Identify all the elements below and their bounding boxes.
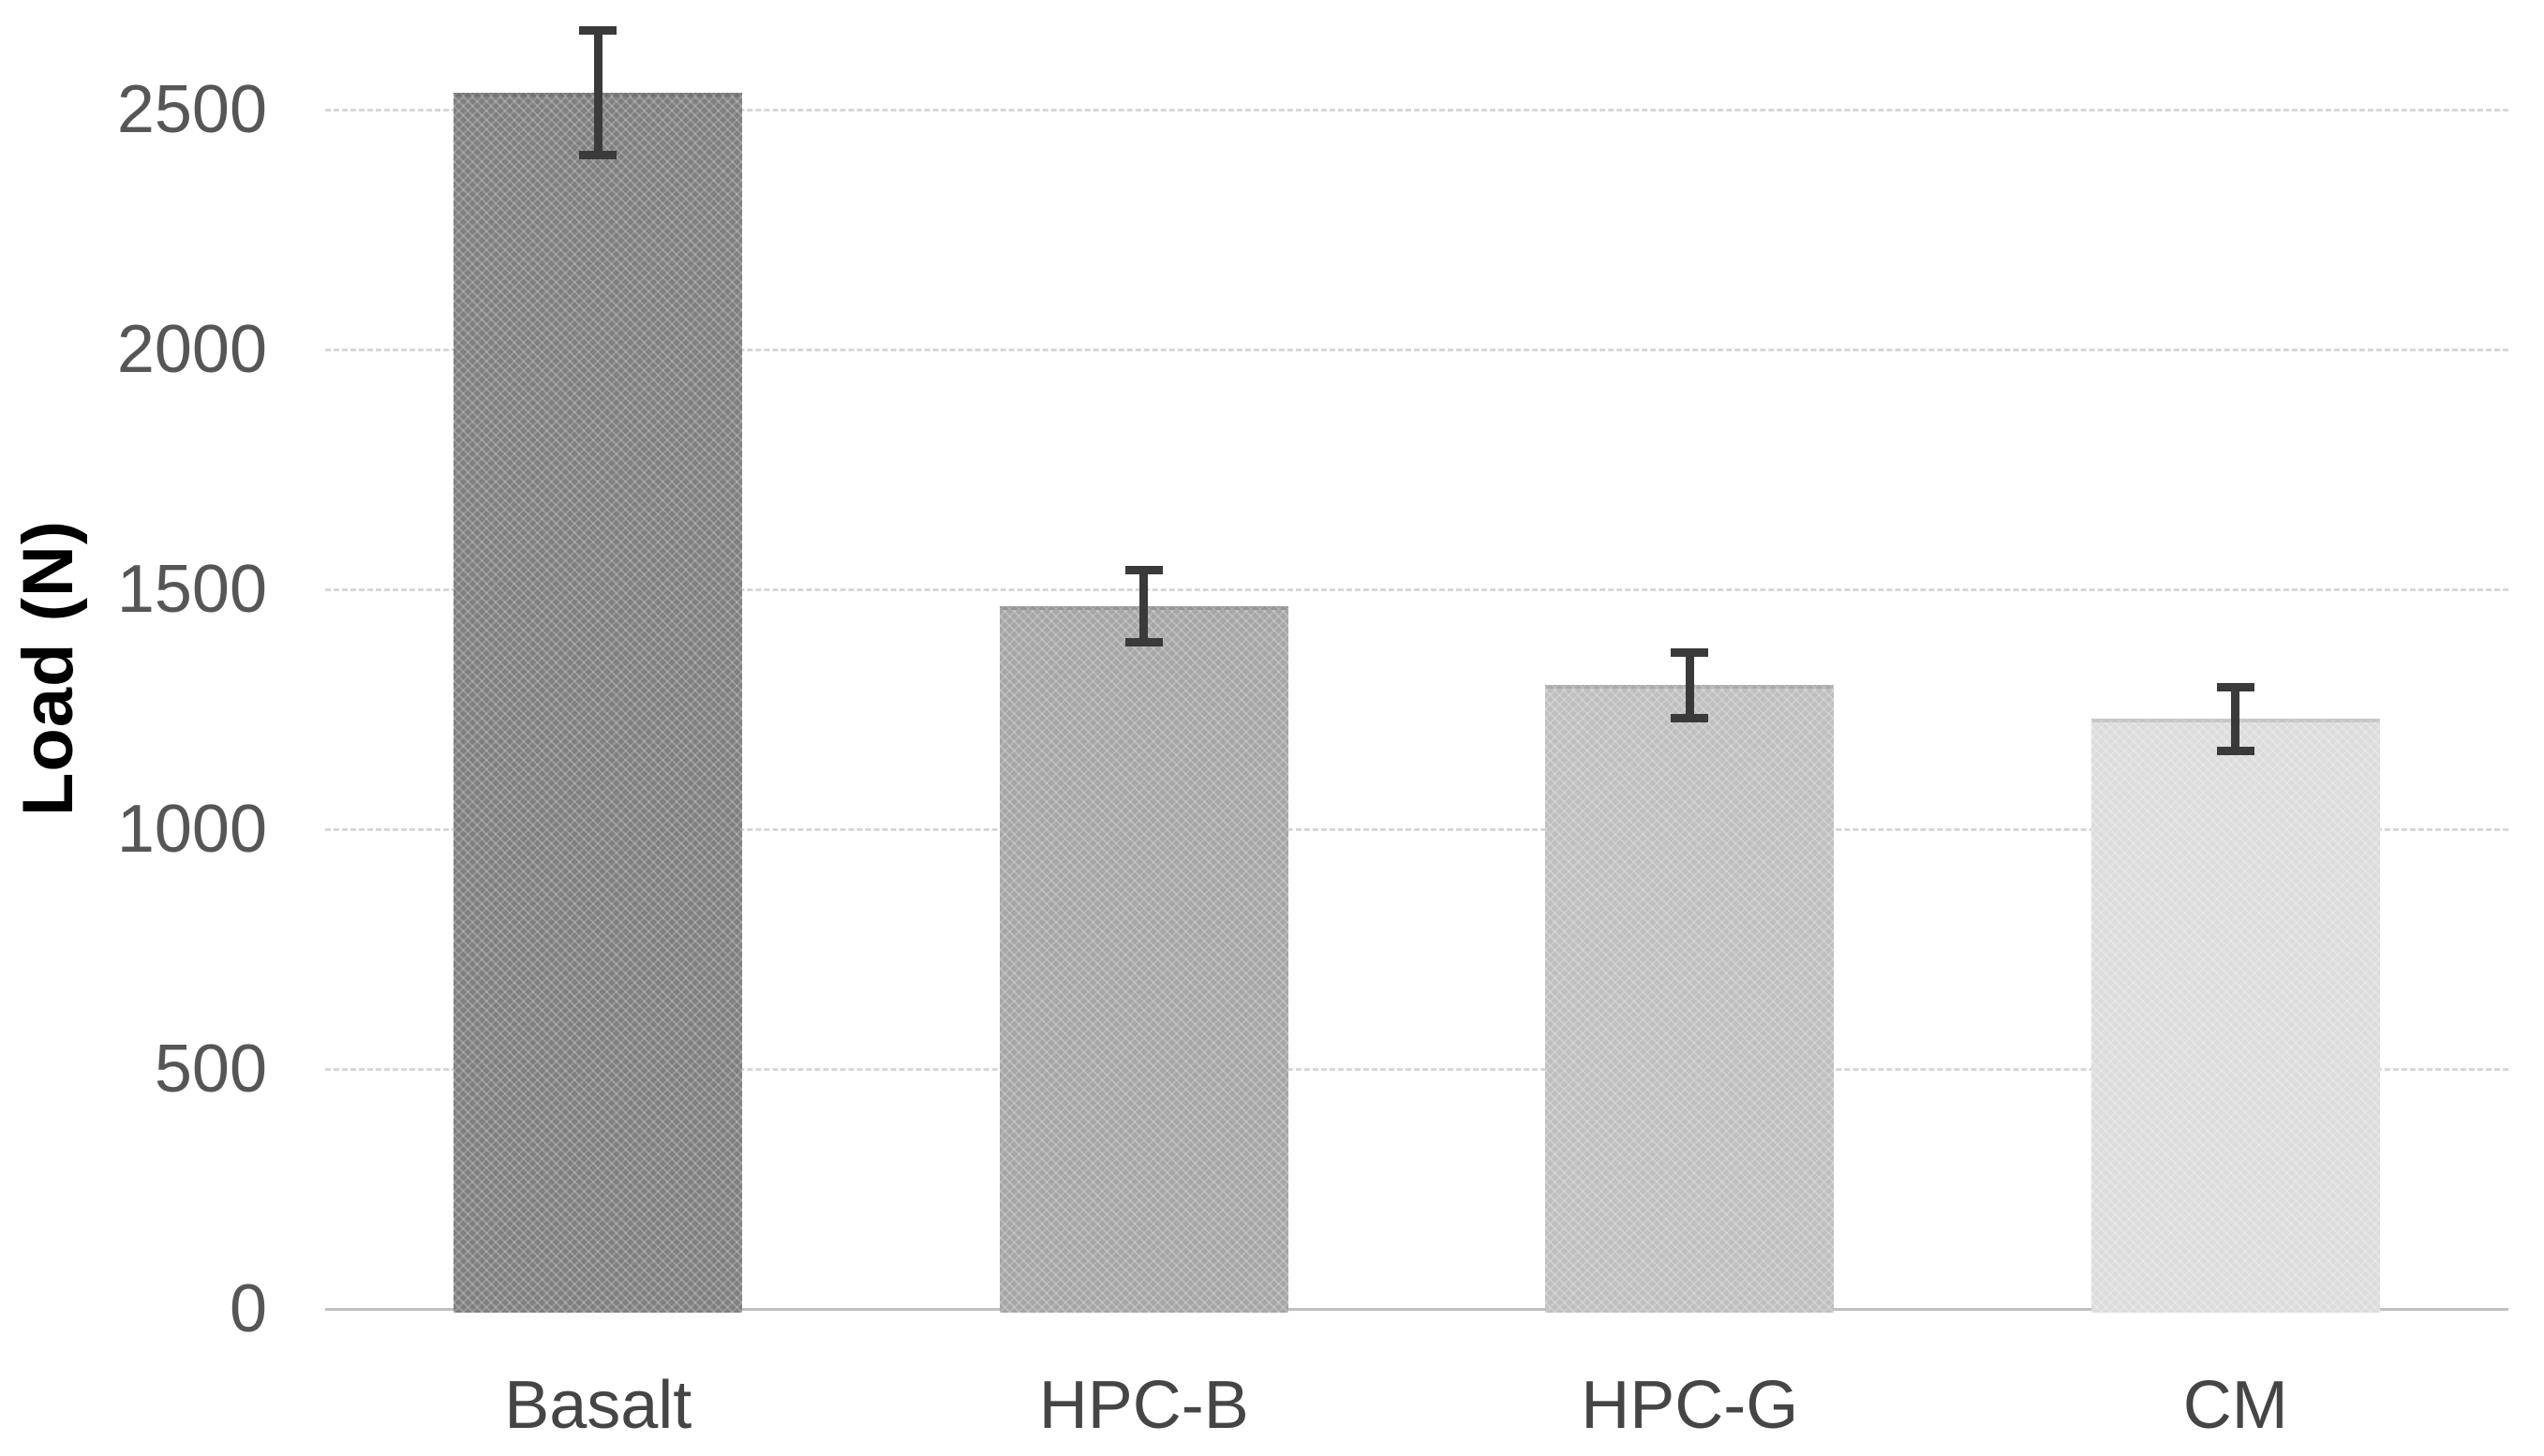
x-axis-line	[325, 1307, 2508, 1311]
bar-basalt	[454, 93, 743, 1313]
x-tick-label-basalt: Basalt	[504, 1368, 692, 1443]
y-tick-label-2500: 2500	[116, 72, 267, 147]
y-tick-label-1000: 1000	[116, 792, 267, 867]
y-axis-title: Load (N)	[8, 519, 88, 817]
error-bar-top-cap-cm	[2216, 682, 2254, 691]
error-bar-bottom-cap-hpc-g	[1671, 713, 1709, 722]
y-tick-label-1500: 1500	[116, 552, 267, 627]
gridline-2500	[325, 108, 2508, 111]
x-tick-label-cm: CM	[2182, 1368, 2288, 1443]
gridline-500	[325, 1067, 2508, 1071]
x-tick-label-hpc-b: HPC-B	[1038, 1368, 1249, 1443]
y-tick-label-2000: 2000	[116, 312, 267, 387]
error-bar-top-cap-hpc-b	[1124, 566, 1163, 575]
gridline-2000	[325, 348, 2508, 351]
error-bar-bottom-cap-hpc-b	[1124, 637, 1163, 646]
error-bar-basalt	[593, 30, 603, 156]
gridline-1000	[325, 827, 2508, 831]
error-bar-hpc-b	[1139, 570, 1149, 643]
bar-hpc-b	[999, 605, 1288, 1313]
error-bar-bottom-cap-basalt	[579, 151, 617, 160]
gridline-1500	[325, 587, 2508, 591]
error-bar-hpc-g	[1685, 652, 1694, 719]
error-bar-top-cap-hpc-g	[1671, 648, 1709, 658]
error-bar-top-cap-basalt	[579, 26, 617, 36]
error-bar-cm	[2231, 687, 2240, 751]
y-tick-label-500: 500	[154, 1032, 267, 1107]
y-tick-label-0: 0	[229, 1271, 267, 1346]
x-tick-label-hpc-g: HPC-G	[1581, 1368, 1799, 1443]
error-bar-bottom-cap-cm	[2216, 746, 2254, 755]
bar-hpc-g	[1545, 685, 1835, 1313]
bar-cm	[2090, 719, 2380, 1313]
